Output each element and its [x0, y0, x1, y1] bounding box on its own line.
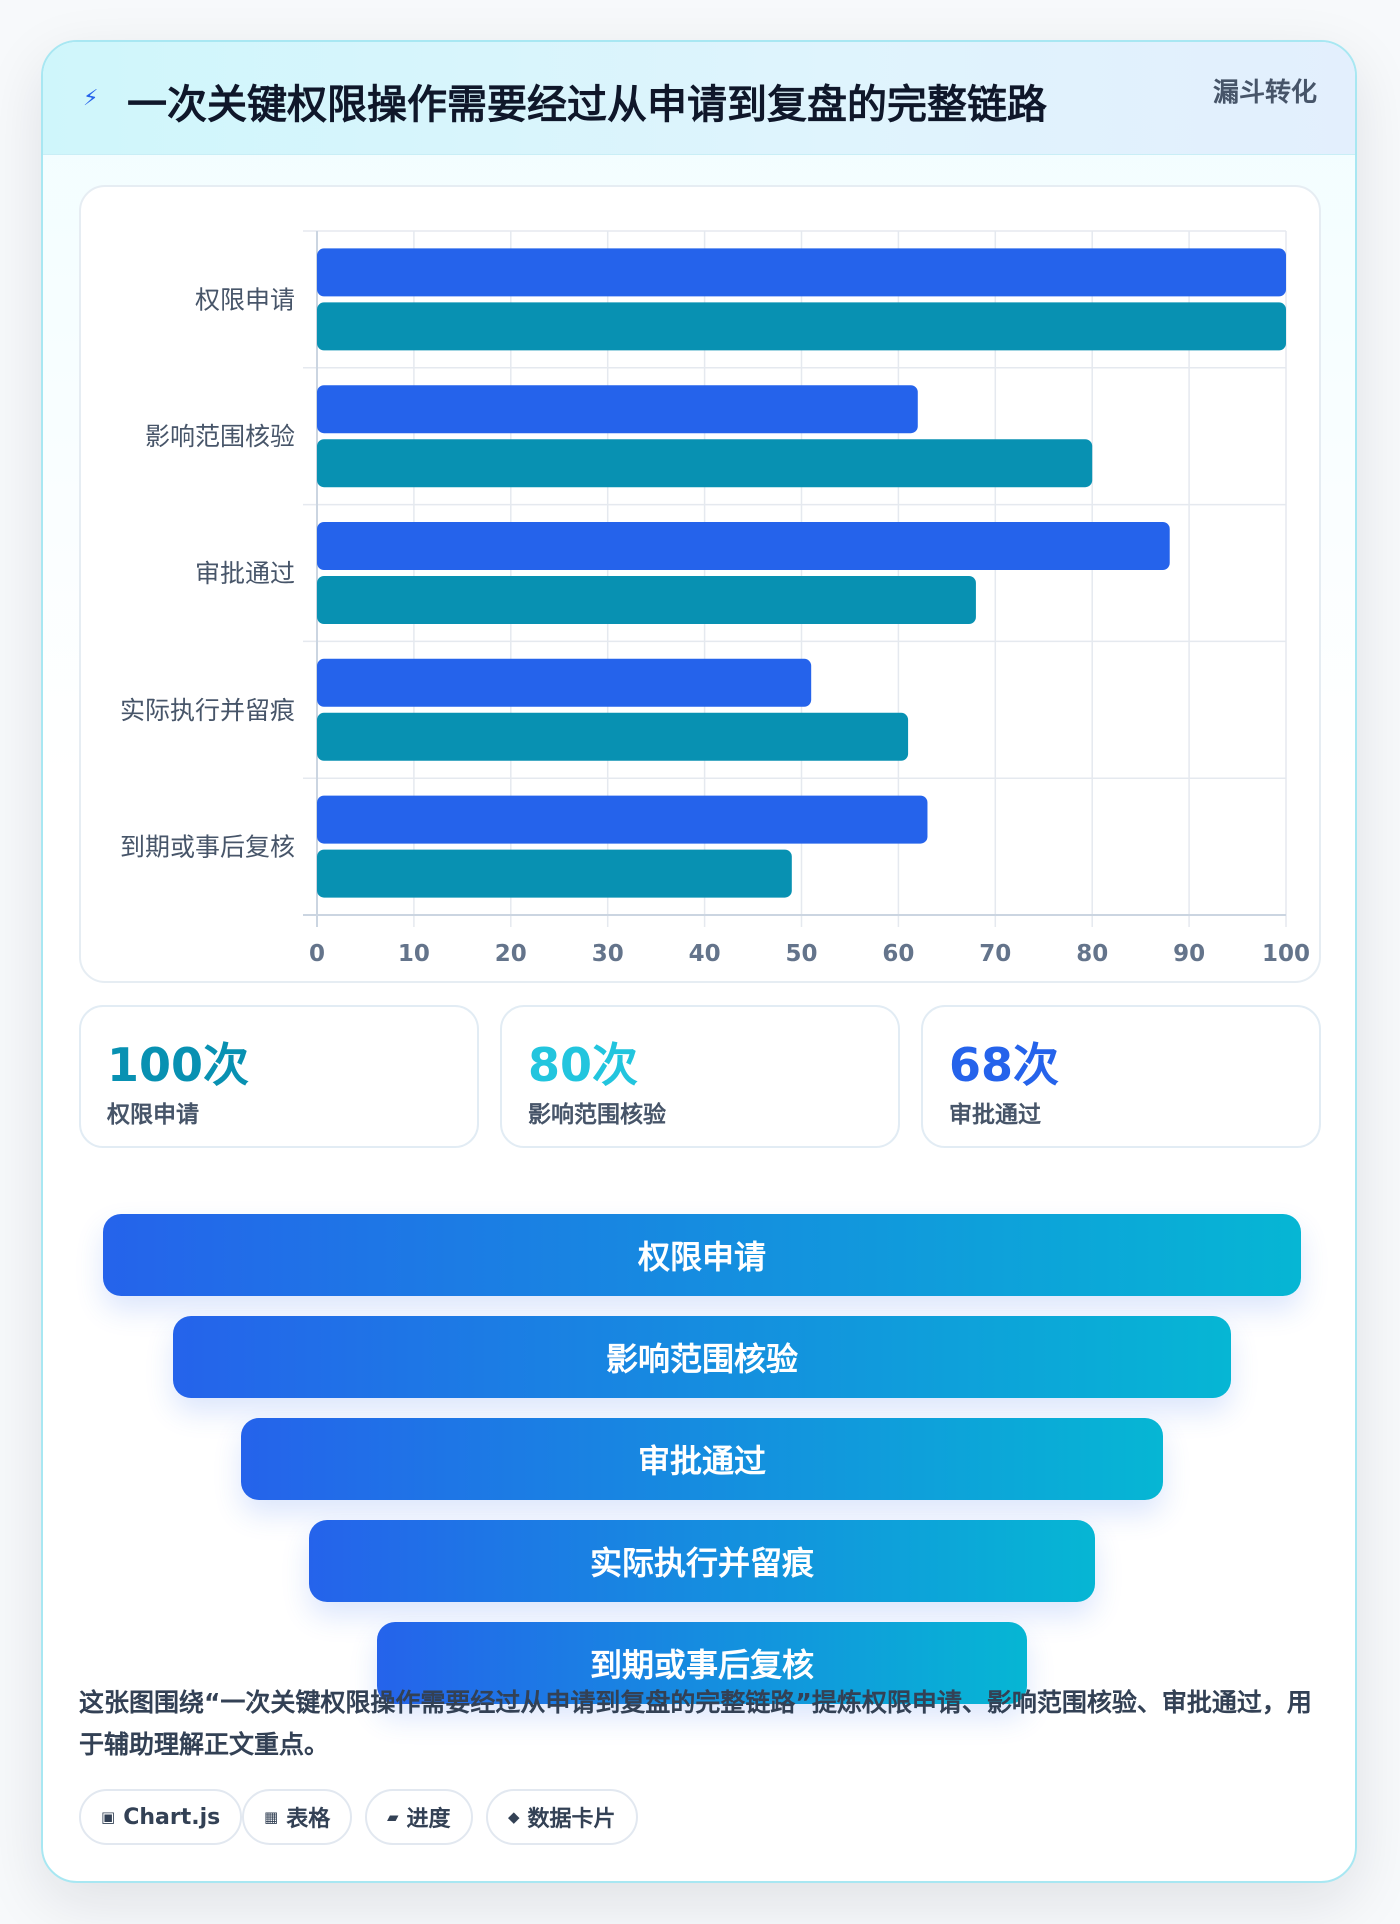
- tag-table[interactable]: ▦ 表格: [242, 1789, 353, 1845]
- tag-label: 表格: [286, 1807, 331, 1832]
- bar: [317, 576, 976, 624]
- stat-label: 影响范围核验: [528, 1102, 666, 1128]
- funnel-stage-label: 审批通过: [637, 1442, 766, 1480]
- stat-card-1: 100次 权限申请: [79, 1005, 479, 1148]
- bar-chart-panel: 权限申请影响范围核验审批通过实际执行并留痕 到期或事后复核 0 10 20 30 40 50 6…: [79, 185, 1321, 983]
- lightning-icon: ⚡: [83, 86, 99, 111]
- y-tick-label: 权限申请: [195, 285, 295, 314]
- stat-value: 100次: [107, 1038, 250, 1092]
- tag-data-card[interactable]: ◆ 数据卡片: [486, 1789, 638, 1845]
- bar: [317, 385, 918, 434]
- funnel-stage: 实际执行并留痕: [309, 1520, 1095, 1602]
- bar: [317, 522, 1170, 570]
- stat-card-3: 68次 审批通过: [921, 1005, 1321, 1148]
- bar: [317, 795, 928, 844]
- bar: [317, 849, 792, 898]
- bar: [317, 658, 812, 707]
- x-tick-label: 20: [495, 941, 527, 967]
- funnel-stage: 到期或事后复核: [377, 1622, 1027, 1704]
- bar: [317, 248, 1286, 297]
- x-tick-label: 80: [1076, 941, 1108, 967]
- funnel-stage: 影响范围核验: [173, 1316, 1231, 1398]
- tag-label: Chart.js: [123, 1804, 221, 1830]
- diamond-icon: ◆: [508, 1808, 520, 1826]
- tag-label: 进度: [406, 1807, 451, 1832]
- funnel-stage-label: 影响范围核验: [605, 1340, 798, 1378]
- progress-icon: ▰: [387, 1808, 399, 1826]
- stat-value: 80次: [528, 1038, 639, 1092]
- chart-type-badge: 漏斗转化: [1212, 78, 1317, 108]
- funnel-stage: 审批通过: [241, 1418, 1163, 1500]
- main-card: ⚡ 一次关键权限操作需要经过从申请到复盘的完整链路 漏斗转化 权限申请影响范围核…: [41, 40, 1357, 1883]
- stat-card-2: 80次 影响范围核验: [500, 1005, 900, 1148]
- x-tick-label: 90: [1173, 941, 1205, 967]
- y-tick-label: 到期或事后复核: [120, 833, 295, 862]
- x-tick-label: 10: [398, 941, 430, 967]
- funnel-stage: 权限申请: [103, 1214, 1301, 1296]
- x-tick-label: 50: [785, 941, 817, 967]
- x-tick-label: 30: [592, 941, 624, 967]
- tag-list: ▣ Chart.js ▦ 表格 ▰ 进度 ◆ 数据卡片: [79, 1789, 1329, 1847]
- stat-label: 权限申请: [107, 1102, 199, 1128]
- tag-label: 数据卡片: [527, 1807, 616, 1832]
- stat-value: 68次: [949, 1038, 1060, 1092]
- funnel-stage-label: 到期或事后复核: [589, 1646, 814, 1684]
- y-tick-label: 影响范围核验: [145, 422, 295, 451]
- x-tick-label: 70: [979, 941, 1011, 967]
- page-title: 一次关键权限操作需要经过从申请到复盘的完整链路: [127, 82, 1047, 128]
- tag-progress[interactable]: ▰ 进度: [365, 1789, 473, 1845]
- stat-cards: 100次 权限申请 80次 影响范围核验 68次 审批通过: [79, 1005, 1321, 1148]
- y-tick-label: 实际执行并留痕: [120, 696, 295, 725]
- funnel-stage-label: 实际执行并留痕: [589, 1544, 814, 1582]
- bar: [317, 302, 1286, 351]
- chart-description: 这张图围绕“一次关键权限操作需要经过从申请到复盘的完整链路”提炼权限申请、影响范…: [79, 1688, 1312, 1759]
- tag-chartjs[interactable]: ▣ Chart.js: [79, 1789, 243, 1845]
- chart-icon: ▣: [101, 1808, 116, 1826]
- x-tick-label: 100: [1262, 941, 1310, 967]
- bar: [317, 439, 1093, 488]
- funnel-stage-label: 权限申请: [637, 1238, 766, 1276]
- x-tick-label: 40: [689, 941, 721, 967]
- x-tick-label: 0: [309, 941, 325, 967]
- table-icon: ▦: [264, 1808, 279, 1826]
- card-header: ⚡ 一次关键权限操作需要经过从申请到复盘的完整链路 漏斗转化: [43, 42, 1355, 155]
- x-tick-label: 60: [882, 941, 914, 967]
- stat-label: 审批通过: [949, 1102, 1041, 1128]
- funnel: 权限申请 影响范围核验 审批通过 实际执行并留痕 到期或事后复核: [43, 1172, 1355, 1704]
- y-tick-label: 审批通过: [195, 559, 295, 588]
- bar: [317, 712, 909, 761]
